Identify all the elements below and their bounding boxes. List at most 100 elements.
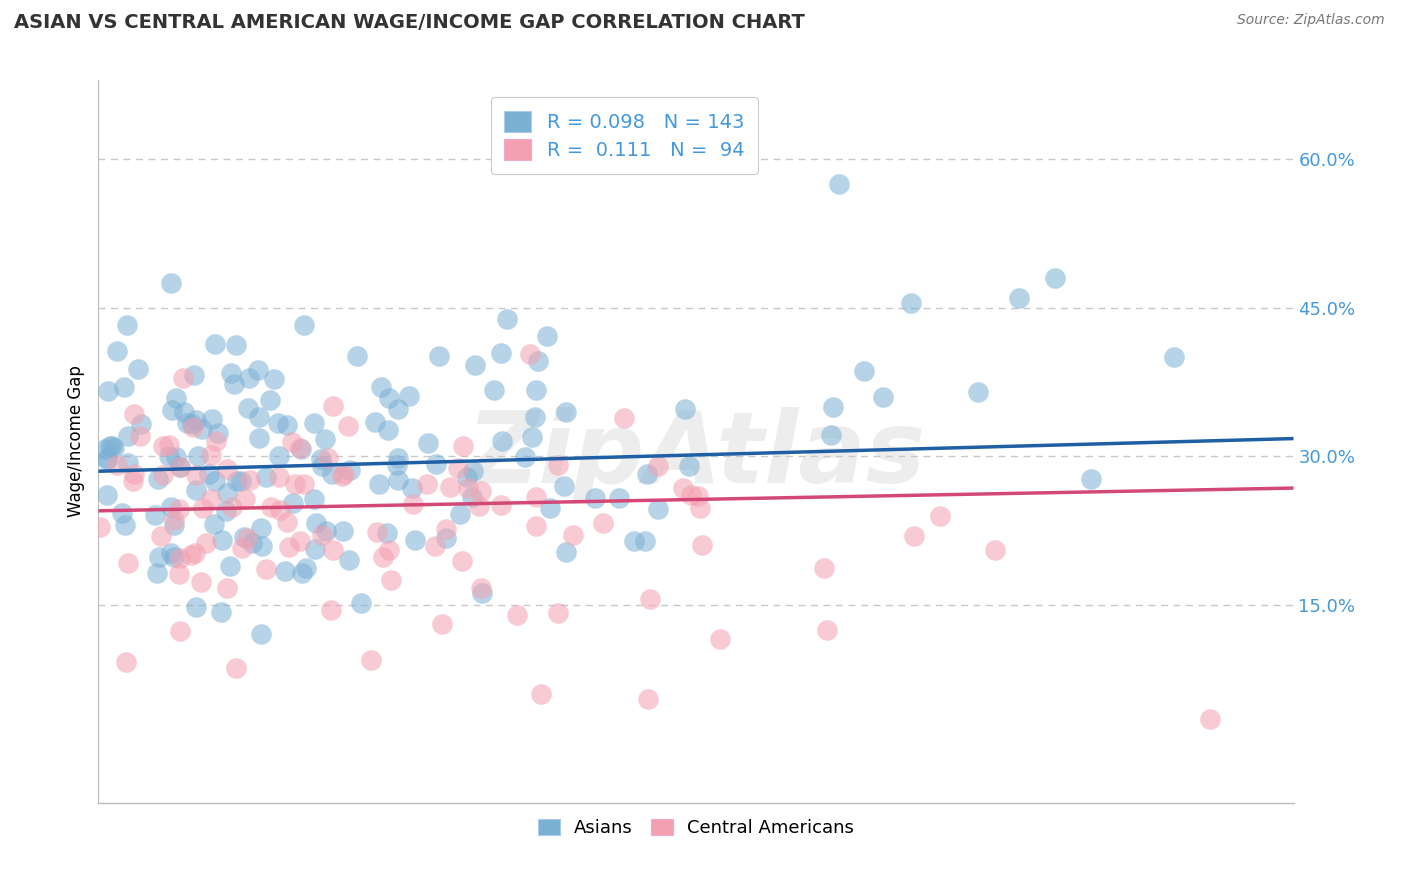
Point: [207, 425, 229, 440]
Point: [378, 542, 401, 557]
Point: [146, 566, 169, 580]
Point: [163, 549, 186, 564]
Point: [464, 358, 486, 372]
Point: [231, 474, 253, 488]
Point: [200, 448, 222, 462]
Point: [157, 449, 180, 463]
Point: [121, 474, 143, 488]
Point: [527, 354, 550, 368]
Point: [555, 404, 578, 418]
Point: [204, 336, 226, 351]
Point: [430, 617, 453, 632]
Point: [524, 490, 547, 504]
Point: [283, 496, 305, 510]
Point: [169, 551, 191, 566]
Point: [215, 504, 238, 518]
Text: ASIAN VS CENTRAL AMERICAN WAGE/INCOME GAP CORRELATION CHART: ASIAN VS CENTRAL AMERICAN WAGE/INCOME GA…: [14, 13, 804, 32]
Point: [634, 533, 657, 548]
Point: [152, 468, 174, 483]
Point: [100, 439, 122, 453]
Point: [678, 459, 700, 474]
Point: [186, 483, 208, 497]
Point: [1080, 472, 1102, 486]
Point: [184, 546, 207, 560]
Point: [439, 480, 461, 494]
Point: [336, 418, 359, 433]
Point: [127, 362, 149, 376]
Point: [367, 477, 389, 491]
Point: [607, 491, 630, 506]
Point: [292, 476, 315, 491]
Point: [269, 503, 291, 517]
Point: [416, 476, 439, 491]
Point: [553, 479, 575, 493]
Point: [172, 371, 194, 385]
Point: [232, 530, 254, 544]
Point: [520, 430, 543, 444]
Point: [321, 467, 343, 481]
Point: [449, 507, 471, 521]
Point: [547, 606, 569, 620]
Point: [176, 416, 198, 430]
Point: [555, 545, 578, 559]
Point: [231, 541, 253, 556]
Point: [346, 350, 368, 364]
Point: [290, 441, 312, 455]
Point: [148, 549, 170, 564]
Point: [984, 543, 1007, 558]
Point: [215, 485, 238, 500]
Point: [204, 434, 226, 449]
Point: [1199, 712, 1222, 726]
Point: [260, 500, 283, 514]
Point: [247, 410, 270, 425]
Point: [198, 467, 221, 481]
Point: [117, 456, 139, 470]
Point: [375, 526, 398, 541]
Point: [425, 457, 447, 471]
Point: [112, 380, 135, 394]
Point: [404, 533, 426, 548]
Point: [562, 527, 585, 541]
Point: [332, 524, 354, 538]
Point: [623, 533, 645, 548]
Point: [315, 524, 337, 538]
Point: [181, 417, 204, 431]
Point: [114, 518, 136, 533]
Point: [169, 501, 191, 516]
Point: [215, 581, 238, 595]
Point: [401, 481, 423, 495]
Point: [647, 458, 669, 473]
Point: [219, 366, 242, 380]
Point: [218, 558, 240, 573]
Point: [160, 402, 183, 417]
Point: [592, 516, 614, 531]
Point: [304, 542, 326, 557]
Point: [284, 477, 307, 491]
Point: [152, 439, 174, 453]
Point: [173, 405, 195, 419]
Point: [515, 450, 537, 464]
Point: [184, 413, 207, 427]
Point: [339, 552, 361, 566]
Point: [489, 498, 512, 512]
Point: [291, 566, 314, 580]
Point: [536, 329, 558, 343]
Point: [686, 489, 709, 503]
Point: [482, 383, 505, 397]
Point: [89, 520, 111, 534]
Point: [820, 427, 842, 442]
Point: [434, 522, 457, 536]
Point: [463, 464, 485, 478]
Point: [637, 691, 659, 706]
Point: [316, 450, 339, 465]
Point: [402, 497, 425, 511]
Point: [398, 389, 420, 403]
Point: [160, 545, 183, 559]
Point: [246, 363, 269, 377]
Point: [143, 508, 166, 522]
Point: [380, 573, 402, 587]
Point: [491, 434, 513, 449]
Y-axis label: Wage/Income Gap: Wage/Income Gap: [66, 366, 84, 517]
Point: [159, 500, 181, 514]
Point: [309, 452, 332, 467]
